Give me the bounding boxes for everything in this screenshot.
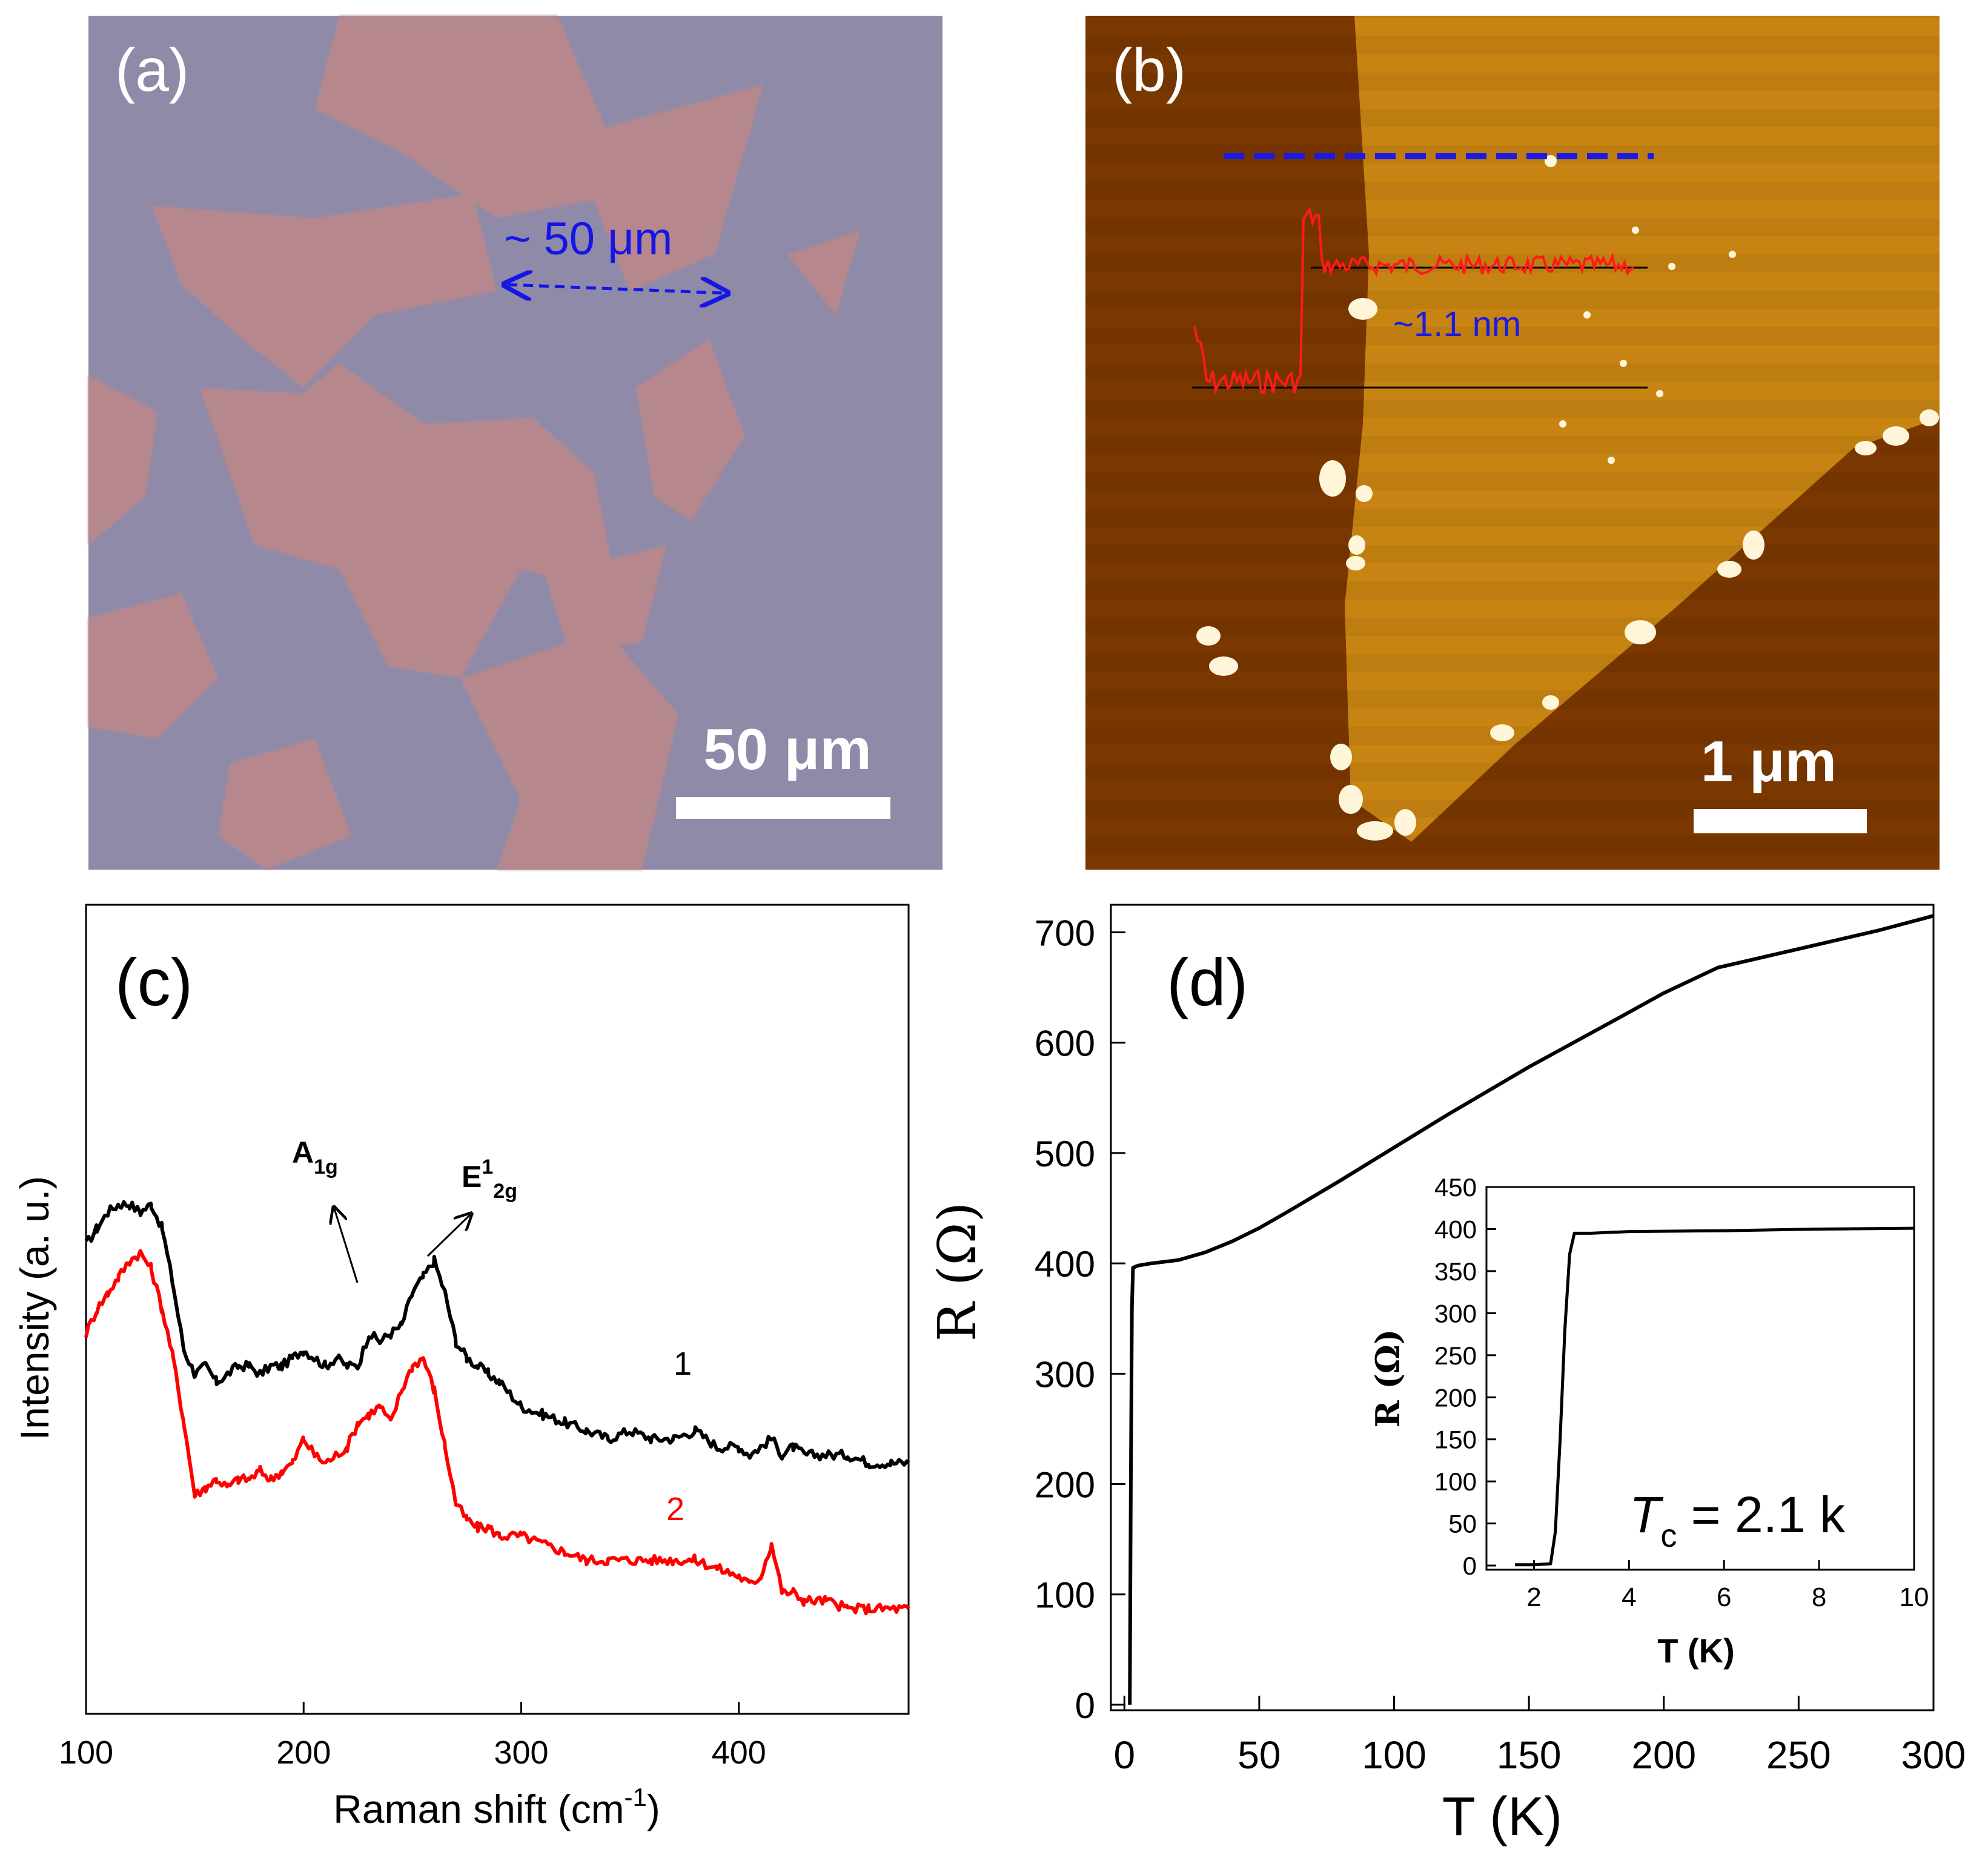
chart-d-x-tick-label: 200 xyxy=(1631,1733,1696,1777)
chart-c-frame xyxy=(85,904,910,1715)
chart-d-inset-y-tick-label: 150 xyxy=(1434,1426,1477,1454)
chart-c-x-tick-label: 300 xyxy=(494,1734,548,1771)
panel-a-scalebar xyxy=(676,797,890,819)
chart-d-inset-x-ticks: 2 4 6 8 10 xyxy=(1526,1560,1929,1612)
chart-c-peak-e2g-arrow xyxy=(426,1215,470,1257)
panel-a-size-arrow xyxy=(508,285,724,293)
chart-d-y-tick-label: 300 xyxy=(1035,1354,1095,1395)
chart-c-x-tick-label: 200 xyxy=(276,1734,331,1771)
chart-c-panel-label: (c) xyxy=(115,945,193,1020)
chart-d-y-tick-label: 0 xyxy=(1075,1685,1095,1726)
chart-d-inset-tc-annotation: Tc = 2.1 k xyxy=(1629,1486,1846,1554)
chart-d-y-axis-title: R (Ω) xyxy=(927,1202,988,1342)
panel-b-height-profile xyxy=(1193,207,1634,395)
chart-c-x-ticks: 100 200 300 400 xyxy=(59,1702,766,1771)
chart-d-series xyxy=(1128,914,1934,1705)
chart-d-y-tick-label: 100 xyxy=(1035,1575,1095,1616)
chart-d-inset-y-tick-label: 300 xyxy=(1434,1299,1477,1327)
chart-c-series-2-label: 2 xyxy=(666,1491,684,1527)
panel-a: (a) ~ 50 μm 50 μm xyxy=(88,16,943,870)
chart-c-series-2-line xyxy=(84,1249,910,1616)
chart-d-y-tick-label: 600 xyxy=(1035,1023,1095,1064)
chart-d-inset: 2 4 6 8 10 0 50 100 150 200 250 300 350 400 450 T (K)… xyxy=(1368,1173,1929,1670)
chart-d: 0 50 100 150 200 250 300 010020030040050060070… xyxy=(927,904,1966,1847)
chart-d-y-tick-label: 700 xyxy=(1035,913,1095,954)
chart-c-series xyxy=(84,1200,910,1616)
chart-c-peak-a1g: A1g xyxy=(292,1136,338,1179)
chart-d-y-tick-label: 200 xyxy=(1035,1465,1095,1506)
chart-d-inset-y-tick-label: 50 xyxy=(1448,1510,1477,1538)
chart-c-x-tick-label: 400 xyxy=(712,1734,766,1771)
chart-c-y-axis-title: Intensity (a. u.) xyxy=(12,1176,57,1441)
chart-d-inset-y-tick-label: 400 xyxy=(1434,1215,1477,1243)
chart-d-rt-line xyxy=(1128,914,1934,1705)
chart-d-inset-line xyxy=(1515,1226,1915,1567)
chart-d-y-tick-label: 400 xyxy=(1035,1244,1095,1284)
chart-d-panel-label: (d) xyxy=(1167,945,1248,1020)
chart-d-x-tick-label: 0 xyxy=(1113,1733,1135,1777)
chart-d-inset-y-axis-title: R (Ω) xyxy=(1368,1329,1407,1428)
chart-d-inset-x-tick-label: 10 xyxy=(1900,1582,1929,1612)
panel-b-scalebar-label: 1 μm xyxy=(1701,729,1837,794)
panel-a-scalebar-label: 50 μm xyxy=(703,717,872,782)
chart-d-frame xyxy=(1110,904,1935,1711)
panel-b: ~1.1 nm (b) 1 μm xyxy=(1085,16,1940,870)
chart-c-peak-e2g: E12g xyxy=(462,1155,517,1203)
chart-c-x-axis-title: Raman shift (cm-1) xyxy=(333,1783,660,1831)
chart-d-inset-y-tick-label: 250 xyxy=(1434,1341,1477,1370)
chart-d-inset-y-tick-label: 450 xyxy=(1434,1173,1477,1202)
chart-c-series-1-line xyxy=(84,1200,910,1470)
panel-a-label: (a) xyxy=(115,36,189,104)
chart-d-inset-series xyxy=(1515,1226,1915,1567)
chart-c: 100 200 300 400 (c) Raman shift (cm-1) Inte… xyxy=(12,904,910,1831)
chart-d-inset-x-axis-title: T (K) xyxy=(1657,1632,1735,1670)
panel-a-flakes xyxy=(88,16,860,870)
chart-d-x-axis-title: T (K) xyxy=(1442,1787,1562,1847)
chart-d-x-tick-label: 300 xyxy=(1901,1733,1966,1777)
chart-d-x-tick-label: 50 xyxy=(1238,1733,1281,1777)
chart-d-inset-y-ticks: 0 50 100 150 200 250 300 350 400 450 xyxy=(1434,1173,1496,1580)
chart-d-inset-y-tick-label: 100 xyxy=(1434,1467,1477,1496)
chart-d-y-ticks: 0 100 200 300 400 500 600 700 xyxy=(1035,913,1125,1726)
chart-d-inset-x-tick-label: 8 xyxy=(1812,1582,1826,1612)
chart-d-inset-y-tick-label: 0 xyxy=(1463,1552,1477,1580)
panel-b-particles xyxy=(1196,155,1939,841)
chart-d-y-tick-label: 500 xyxy=(1035,1134,1095,1174)
chart-d-inset-x-tick-label: 6 xyxy=(1717,1582,1731,1612)
chart-c-peak-a1g-arrow xyxy=(334,1209,359,1283)
chart-d-inset-y-tick-label: 200 xyxy=(1434,1383,1477,1412)
chart-d-inset-y-tick-label: 350 xyxy=(1434,1257,1477,1286)
panel-a-size-annotation: ~ 50 μm xyxy=(504,213,672,265)
chart-d-x-ticks: 0 50 100 150 200 250 300 xyxy=(1113,1696,1966,1777)
chart-d-x-tick-label: 150 xyxy=(1497,1733,1562,1777)
chart-d-x-tick-label: 100 xyxy=(1362,1733,1426,1777)
panel-b-step-height: ~1.1 nm xyxy=(1393,305,1521,344)
chart-d-inset-x-tick-label: 2 xyxy=(1526,1582,1541,1612)
chart-d-inset-x-tick-label: 4 xyxy=(1622,1582,1636,1612)
chart-c-series-1-label: 1 xyxy=(674,1346,692,1382)
chart-d-x-tick-label: 250 xyxy=(1766,1733,1831,1777)
chart-c-x-tick-label: 100 xyxy=(59,1734,113,1771)
panel-b-scalebar xyxy=(1694,809,1867,833)
panel-b-label: (b) xyxy=(1112,36,1186,104)
